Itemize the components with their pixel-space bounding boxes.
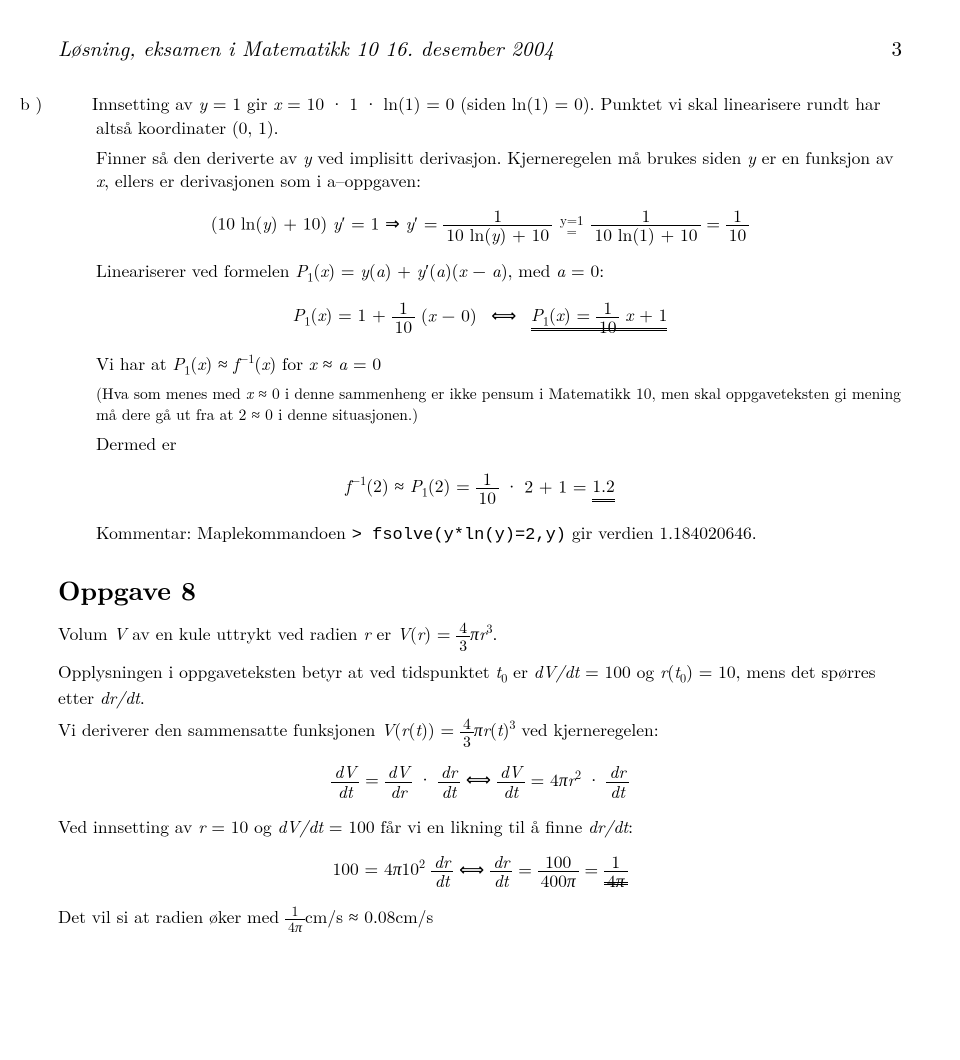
- page: Løsning, eksamen i Matematikk 10 16. des…: [0, 0, 960, 971]
- oppgave8-title: Oppgave 8: [58, 572, 902, 607]
- d4-f4: dV dt: [497, 763, 525, 801]
- d4-dot1: ·: [418, 767, 437, 792]
- o8-line2: Opplysningen i oppgaveteksten betyr at v…: [58, 660, 902, 710]
- o8-line5: Det vil si at radien øker med 1 4π cm/s …: [58, 904, 902, 934]
- b-line2-y2: y: [747, 145, 756, 170]
- d2-frac1: 1 10: [392, 299, 416, 337]
- d5-answer: 1 4π: [604, 856, 628, 885]
- b-line1-pre: Innsetting av: [92, 91, 199, 116]
- d4-f2: dV dr: [385, 763, 413, 801]
- b-hva: (Hva som menes med x ≈ 0 i denne sammenh…: [96, 384, 902, 426]
- b-display-2: P1(x) = 1 + 1 10 (x − 0) ⟺ P1(x) = 1 10 …: [58, 299, 902, 337]
- d5-eq1: =: [518, 856, 537, 881]
- d3-mid: · 2 + 1 =: [505, 473, 592, 498]
- o8-l1-r: r: [363, 621, 370, 646]
- b-lin: Lineariserer ved formelen P1(x) = y(a) +…: [96, 259, 902, 285]
- d2-frac2: 1 10: [596, 299, 620, 337]
- b-lin-pre: Lineariserer ved formelen: [96, 258, 295, 283]
- b-line2-post3: , ellers er derivasjonen som i a–oppgave…: [104, 168, 421, 193]
- header-left: Løsning, eksamen i Matematikk 10 16. des…: [58, 34, 554, 62]
- b-dermed: Dermed er: [96, 432, 902, 456]
- page-header: Løsning, eksamen i Matematikk 10 16. des…: [58, 34, 902, 62]
- item-b-label: b ): [58, 92, 92, 116]
- d4-eq2: = 4πr2 ·: [531, 767, 607, 792]
- d1-left: (10 ln(y) + 10) y′ = 1 ⇒ y′ =: [211, 210, 444, 235]
- header-page-number: 3: [892, 34, 903, 62]
- o8-l1-mid2: er V(r) =: [371, 621, 457, 646]
- o8-l5-post: cm/s ≈ 0.08cm/s: [305, 904, 433, 929]
- o8-line4: Ved innsetting av r = 10 og dV/dt = 100 …: [58, 815, 902, 839]
- o8-l5-frac: 1 4π: [285, 904, 305, 934]
- b-line2-x: x: [96, 168, 104, 193]
- o8-l5-pre: Det vil si at radien øker med: [58, 904, 285, 929]
- komm-post: gir verdien 1.184020646.: [566, 520, 757, 545]
- o8-l1-mid: av en kule uttrykt ved radien: [126, 621, 363, 646]
- d3-ans: 1.2: [592, 473, 614, 502]
- komm-pre: Kommentar: Maplekommandoen: [96, 520, 352, 545]
- d4-f5: dr dt: [606, 763, 628, 801]
- d1-eq: =: [706, 210, 725, 235]
- o8-l1-frac: 4 3: [456, 619, 470, 653]
- d4-eq1: =: [365, 767, 384, 792]
- d3-left: f−1(2) ≈ P1(2) =: [345, 473, 475, 498]
- b-lin-math: P1(x) = y(a) + y′(a)(x − a), med a = 0:: [295, 258, 604, 283]
- komm-code: > fsolve(y*ln(y)=2,y): [352, 526, 566, 545]
- d5-left: 100 = 4π102: [332, 856, 431, 881]
- b-display-1: (10 ln(y) + 10) y′ = 1 ⇒ y′ = 1 10 ln(y)…: [58, 207, 902, 245]
- b-kommentar: Kommentar: Maplekommandoen > fsolve(y*ln…: [96, 521, 902, 548]
- d2-answer: P1(x) = 1 10 x + 1: [531, 302, 668, 331]
- o8-l1-pre: Volum: [58, 621, 113, 646]
- d5-f4: 1 4π: [604, 853, 628, 891]
- d3-frac: 1 10: [476, 470, 500, 508]
- o8-l3-frac: 4 3: [460, 715, 474, 749]
- d5-f1: dr dt: [431, 853, 453, 891]
- o8-l3-pre: Vi deriverer den sammensatte funksjonen …: [58, 717, 460, 742]
- d1-frac2: 1 10 ln(1) + 10: [591, 207, 700, 245]
- d4-f1: dV dt: [331, 763, 359, 801]
- b-vihar: Vi har at P1(x) ≈ f−1(x) for x ≈ a = 0: [96, 350, 902, 378]
- d1-frac3: 1 10: [726, 207, 750, 245]
- d5-eq2: =: [585, 856, 604, 881]
- d1-frac1: 1 10 ln(y) + 10: [443, 207, 552, 245]
- d4-iff: ⟺: [466, 767, 497, 792]
- b-line2: Finner så den deriverte av y ved implisi…: [96, 146, 902, 193]
- b-line2-post: ved implisitt derivasjon. Kjerneregelen …: [312, 145, 748, 170]
- o8-line1: Volum V av en kule uttrykt ved radien r …: [58, 619, 902, 653]
- o8-l3-post: πr(t)3 ved kjerneregelen:: [474, 717, 659, 742]
- b-display-3: f−1(2) ≈ P1(2) = 1 10 · 2 + 1 = 1.2: [58, 470, 902, 508]
- o8-line3: Vi deriverer den sammensatte funksjonen …: [58, 715, 902, 749]
- d5-f3: 100 400π: [538, 853, 579, 891]
- d5-iff: ⟺: [459, 856, 490, 881]
- d2-mid: (x − 0) ⟺: [421, 302, 531, 327]
- d4-f3: dr dt: [438, 763, 460, 801]
- b-line1-math: y = 1 gir x = 10 · 1 · ln(1) = 0 (siden …: [199, 91, 595, 116]
- d1-f1-den: 10 ln(y) + 10: [443, 226, 552, 244]
- o8-l1-post: πr3.: [470, 621, 497, 646]
- o8-l1-v: V: [113, 621, 126, 646]
- b-line2-y: y: [303, 145, 312, 170]
- b-line2-pre: Finner så den deriverte av: [96, 145, 303, 170]
- item-b: b )Innsetting av y = 1 gir x = 10 · 1 · …: [96, 92, 902, 139]
- b-line2-post2: er en funksjon av: [756, 145, 894, 170]
- d1-yeq: y=1 =: [560, 215, 584, 236]
- o8-display-5: 100 = 4π102 dr dt ⟺ dr dt = 100 400π = 1…: [58, 853, 902, 891]
- o8-display-4: dV dt = dV dr · dr dt ⟺ dV dt = 4πr2 · d…: [58, 763, 902, 801]
- d2-left: P1(x) = 1 +: [293, 302, 392, 327]
- d5-f2: dr dt: [490, 853, 512, 891]
